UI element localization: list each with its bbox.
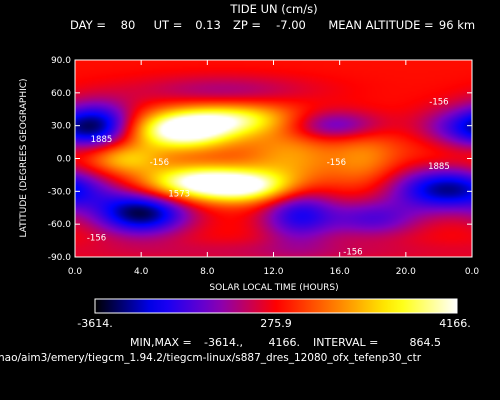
zp-value: -7.00: [276, 18, 306, 32]
y-tick-label: -60.0: [48, 220, 72, 230]
contour-label: 1885: [428, 162, 450, 172]
contour-label: 1885: [91, 135, 113, 145]
ut-label: UT =: [154, 18, 183, 32]
minmax-label: MIN,MAX =: [130, 336, 192, 349]
min-value: -3614.,: [204, 336, 243, 349]
x-tick-label: 0.0: [465, 267, 480, 277]
day-value: 80: [121, 18, 136, 32]
y-tick-label: -90.0: [48, 253, 72, 263]
interval-value: 864.5: [410, 336, 442, 349]
y-tick-label: -30.0: [48, 187, 72, 197]
plot-area: 1885 -156 1573 1573 -156 -156 1885 -156 -156 0.0…: [48, 56, 480, 277]
max-value: 4166.: [269, 336, 301, 349]
day-label: DAY =: [70, 18, 106, 32]
x-tick-label: 8.0: [200, 267, 215, 277]
x-tick-label: 4.0: [134, 267, 149, 277]
contour-label: 1573: [168, 190, 190, 200]
y-tick-label: 0.0: [57, 155, 72, 165]
colorbar-mid-label: 275.9: [260, 317, 292, 330]
y-ticks: 90.0 60.0 30.0 0.0 -30.0 -60.0 -90.0: [48, 56, 472, 263]
heatmap-field: [75, 60, 472, 257]
contour-label: 1573: [177, 119, 199, 129]
mean-altitude-value: 96 km: [439, 18, 475, 32]
file-path: hao/aim3/emery/tiegcm_1.94.2/tiegcm-linu…: [0, 352, 422, 364]
minmax-line: MIN,MAX = -3614., 4166. INTERVAL = 864.5: [130, 336, 441, 349]
contour-label: -156: [343, 248, 362, 258]
x-axis-label: SOLAR LOCAL TIME (HOURS): [209, 283, 338, 293]
title-block: TIDE UN (cm/s) DAY = 80 UT = 0.13 ZP = -…: [70, 2, 475, 32]
y-axis-label: LATITUDE (DEGREES GEOGRAPHIC): [19, 78, 29, 237]
contour-label: -156: [327, 158, 346, 168]
y-tick-label: 30.0: [51, 122, 71, 132]
colorbar-min-label: -3614.: [77, 317, 112, 330]
interval-label: INTERVAL =: [313, 336, 378, 349]
zp-label: ZP =: [233, 18, 261, 32]
y-tick-label: 90.0: [51, 56, 71, 66]
mean-altitude-label: MEAN ALTITUDE =: [328, 18, 433, 32]
ut-value: 0.13: [195, 18, 221, 32]
x-tick-label: 16.0: [330, 267, 350, 277]
colorbar-gradient: [94, 298, 458, 314]
contour-labels: 1885 -156 1573 1573 -156 -156 1885 -156 -156: [87, 98, 450, 258]
contour-label: -156: [150, 158, 169, 168]
x-ticks: 0.0 4.0 8.0 12.0 16.0 20.0 0.0: [68, 60, 480, 277]
chart-title: TIDE UN (cm/s): [229, 2, 317, 16]
contour-label: -156: [429, 98, 448, 108]
x-tick-label: 20.0: [396, 267, 416, 277]
y-tick-label: 60.0: [51, 89, 71, 99]
x-tick-label: 0.0: [68, 267, 83, 277]
colorbar: -3614. 275.9 4166.: [77, 298, 471, 330]
contour-label: -156: [87, 233, 106, 243]
colorbar-max-label: 4166.: [439, 317, 471, 330]
x-tick-label: 12.0: [263, 267, 283, 277]
